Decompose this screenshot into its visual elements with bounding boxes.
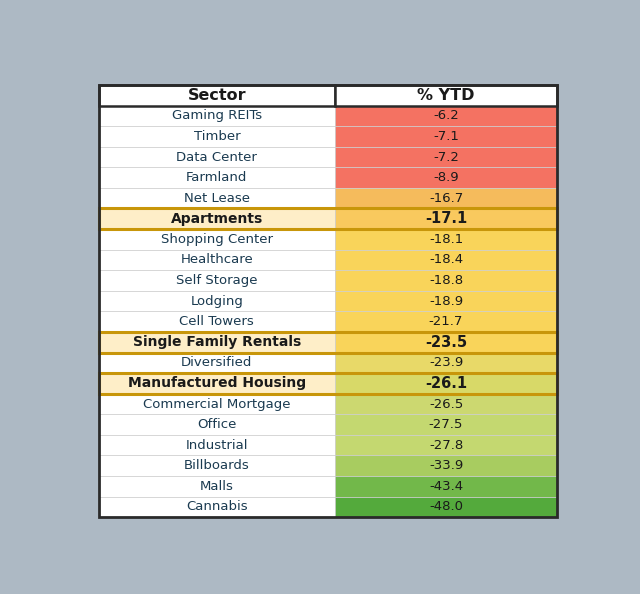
Text: -26.5: -26.5 (429, 397, 463, 410)
Text: -21.7: -21.7 (429, 315, 463, 328)
Text: Office: Office (197, 418, 237, 431)
Bar (335, 353, 557, 373)
Text: -18.1: -18.1 (429, 233, 463, 246)
Bar (335, 373, 557, 394)
Bar (99, 208, 557, 229)
Bar (99, 476, 335, 497)
Bar (99, 373, 335, 394)
Bar (99, 126, 335, 147)
Bar (99, 147, 335, 168)
Bar (99, 208, 335, 229)
Bar (99, 229, 335, 249)
Bar (99, 291, 335, 311)
Bar (335, 85, 557, 106)
Text: -27.8: -27.8 (429, 439, 463, 451)
Bar (99, 188, 335, 208)
Bar (335, 106, 557, 126)
Bar (335, 249, 557, 270)
Text: Sector: Sector (188, 88, 246, 103)
Text: -7.2: -7.2 (433, 150, 459, 163)
Text: Industrial: Industrial (186, 439, 248, 451)
Text: % YTD: % YTD (417, 88, 475, 103)
Bar (99, 456, 335, 476)
Text: -18.8: -18.8 (429, 274, 463, 287)
Text: Healthcare: Healthcare (180, 254, 253, 267)
Bar (335, 456, 557, 476)
Bar (99, 85, 335, 106)
Text: Net Lease: Net Lease (184, 192, 250, 205)
Bar (335, 311, 557, 332)
Text: Data Center: Data Center (177, 150, 257, 163)
Bar (335, 415, 557, 435)
Text: Billboards: Billboards (184, 459, 250, 472)
Text: Timber: Timber (193, 130, 240, 143)
Text: Self Storage: Self Storage (176, 274, 258, 287)
Bar (99, 332, 335, 353)
Text: Apartments: Apartments (171, 212, 263, 226)
Text: -6.2: -6.2 (433, 109, 459, 122)
Text: Manufactured Housing: Manufactured Housing (128, 377, 306, 390)
Text: -7.1: -7.1 (433, 130, 459, 143)
Text: -23.9: -23.9 (429, 356, 463, 369)
Bar (99, 415, 335, 435)
Text: -17.1: -17.1 (425, 211, 467, 226)
Text: -27.5: -27.5 (429, 418, 463, 431)
Text: -18.9: -18.9 (429, 295, 463, 308)
Bar (335, 208, 557, 229)
Bar (99, 353, 335, 373)
Bar (99, 435, 335, 456)
Bar (335, 147, 557, 168)
Text: -8.9: -8.9 (433, 171, 459, 184)
Text: -16.7: -16.7 (429, 192, 463, 205)
Text: -43.4: -43.4 (429, 480, 463, 493)
Text: Cannabis: Cannabis (186, 500, 248, 513)
Bar (335, 188, 557, 208)
Bar (335, 229, 557, 249)
Bar (335, 497, 557, 517)
Text: Single Family Rentals: Single Family Rentals (132, 335, 301, 349)
Text: -48.0: -48.0 (429, 500, 463, 513)
Bar (99, 249, 335, 270)
Bar (335, 476, 557, 497)
Bar (99, 394, 335, 415)
Bar (335, 126, 557, 147)
Bar (335, 270, 557, 291)
Text: -18.4: -18.4 (429, 254, 463, 267)
Bar (335, 435, 557, 456)
Text: Commercial Mortgage: Commercial Mortgage (143, 397, 291, 410)
Text: Cell Towers: Cell Towers (179, 315, 254, 328)
Bar (99, 332, 557, 353)
Bar (99, 373, 557, 394)
Text: Farmland: Farmland (186, 171, 248, 184)
Bar (99, 497, 335, 517)
Text: -26.1: -26.1 (425, 376, 467, 391)
Bar (99, 270, 335, 291)
Bar (335, 332, 557, 353)
Bar (99, 168, 335, 188)
Bar (335, 394, 557, 415)
Text: Diversified: Diversified (181, 356, 253, 369)
Bar (335, 168, 557, 188)
Bar (99, 311, 335, 332)
Text: Shopping Center: Shopping Center (161, 233, 273, 246)
Text: Malls: Malls (200, 480, 234, 493)
Text: Lodging: Lodging (191, 295, 243, 308)
Text: -33.9: -33.9 (429, 459, 463, 472)
Bar (99, 106, 335, 126)
Text: Gaming REITs: Gaming REITs (172, 109, 262, 122)
Bar (335, 291, 557, 311)
Text: -23.5: -23.5 (425, 335, 467, 350)
